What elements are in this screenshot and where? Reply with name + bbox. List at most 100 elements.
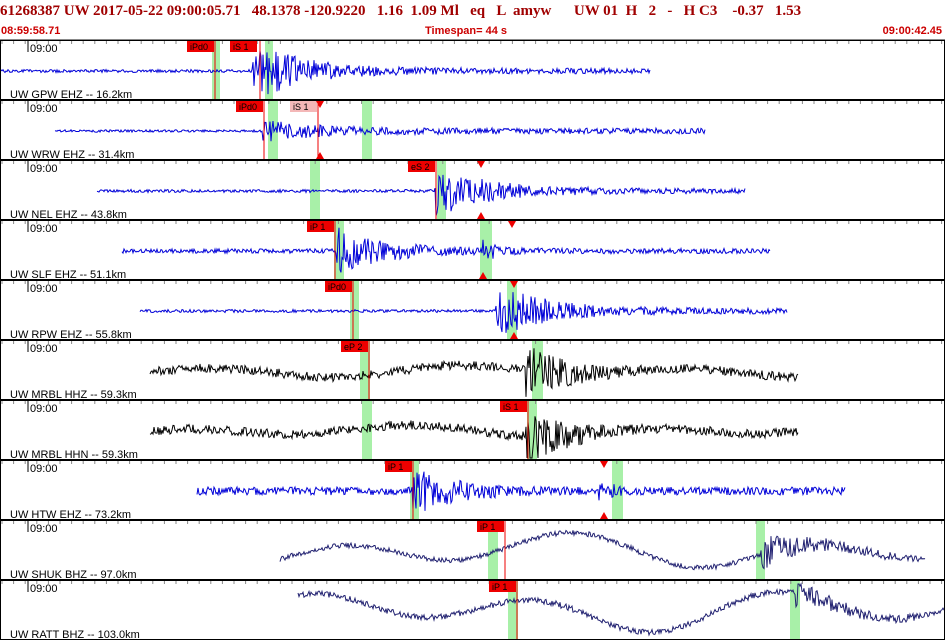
panel-time-label: 09:00: [30, 43, 58, 55]
time-ticks: [1, 161, 943, 164]
channel-panel[interactable]: eS 2 09:00 UW NEL EHZ -- 43.8km: [0, 160, 945, 222]
pick-label[interactable]: iS 1: [293, 102, 309, 112]
channel-panel[interactable]: iP 1 09:00 UW HTW EHZ -- 73.2km: [0, 460, 945, 522]
waveform-trace: [297, 582, 945, 637]
channel-label: UW GPW EHZ -- 16.2km: [10, 89, 132, 101]
panel-border: [0, 340, 945, 400]
triangle-up-marker: [316, 152, 324, 159]
triangle-down-marker: [600, 461, 608, 468]
channel-label: UW HTW EHZ -- 73.2km: [10, 509, 131, 521]
pick-label[interactable]: iS 1: [503, 402, 519, 412]
pick-flag[interactable]: [236, 101, 263, 112]
pick-label[interactable]: iPd0: [328, 282, 346, 292]
time-ticks: [1, 581, 943, 584]
pick-label[interactable]: eP 2: [344, 342, 362, 352]
end-time-label: 09:00:42.45: [882, 25, 942, 37]
phase-window: [268, 101, 278, 159]
timespan-label: Timespan= 44 s: [425, 25, 508, 37]
channel-panel[interactable]: iPd0 iS 1 09:00 UW GPW EHZ -- 16.2km: [0, 40, 945, 102]
pick-label[interactable]: iP 1: [310, 222, 325, 232]
panel-border: [0, 100, 945, 160]
header-bar: 61268387 UW 2017-05-22 09:00:05.71 48.13…: [0, 0, 945, 41]
panel-time-label: 09:00: [30, 523, 58, 535]
waveform-trace: [139, 292, 788, 333]
phase-window: [334, 221, 344, 279]
triangle-down-marker: [316, 101, 324, 108]
time-ticks: [1, 281, 943, 284]
start-time-label: 08:59:58.71: [1, 25, 61, 37]
time-ticks: [1, 341, 943, 344]
channel-panel[interactable]: iS 1 09:00 UW MRBL HHN -- 59.3km: [0, 400, 945, 462]
phase-window: [310, 161, 320, 219]
pick-label[interactable]: iP 1: [388, 462, 403, 472]
pick-flag[interactable]: [385, 461, 412, 472]
panel-border: [0, 220, 945, 280]
panel-border: [0, 520, 945, 580]
pick-flag[interactable]: [408, 161, 435, 172]
triangle-up-marker: [479, 272, 487, 279]
pick-label[interactable]: eS 2: [411, 162, 430, 172]
phase-window: [212, 41, 220, 99]
triangle-down-marker: [508, 221, 516, 228]
time-ticks: [1, 221, 943, 224]
phase-window: [532, 341, 543, 399]
panel-time-label: 09:00: [30, 103, 58, 115]
waveform-trace: [196, 471, 846, 511]
header-divider: [0, 39, 945, 40]
time-ticks: [1, 521, 943, 524]
phase-window: [527, 401, 537, 459]
pick-flag[interactable]: [307, 221, 334, 232]
pick-flag[interactable]: [489, 581, 516, 592]
panel-time-label: 09:00: [30, 403, 58, 415]
waveform-trace: [149, 348, 799, 397]
waveform-trace: [96, 174, 746, 217]
channel-panel[interactable]: iP 1 09:00 UW RATT BHZ -- 103.0km: [0, 580, 945, 640]
pick-flag[interactable]: [500, 401, 527, 412]
pick-flag[interactable]: [325, 281, 352, 292]
pick-label[interactable]: iP 1: [480, 522, 495, 532]
triangle-down-marker: [477, 161, 485, 168]
waveform-trace: [279, 529, 926, 571]
time-ticks: [1, 101, 943, 104]
time-ticks: [1, 401, 943, 404]
channel-label: UW WRW EHZ -- 31.4km: [10, 149, 134, 161]
triangle-down-marker: [510, 281, 518, 288]
phase-window: [480, 221, 492, 279]
channel-panel[interactable]: iPd0 09:00 UW RPW EHZ -- 55.8km: [0, 280, 945, 342]
channel-label: UW SHUK BHZ -- 97.0km: [10, 569, 137, 581]
phase-window: [360, 341, 370, 399]
pick-flag[interactable]: [477, 521, 504, 532]
panel-time-label: 09:00: [30, 223, 58, 235]
channel-label: UW SLF EHZ -- 51.1km: [10, 269, 126, 281]
channel-label: UW NEL EHZ -- 43.8km: [10, 209, 127, 221]
panel-time-label: 09:00: [30, 343, 58, 355]
phase-window: [508, 581, 518, 639]
channel-panel[interactable]: iPd0 iS 1 09:00 UW WRW EHZ -- 31.4km: [0, 100, 945, 162]
panel-time-label: 09:00: [30, 463, 58, 475]
panel-time-label: 09:00: [30, 283, 58, 295]
channel-label: UW MRBL HHN -- 59.3km: [10, 449, 138, 461]
channel-label: UW RATT BHZ -- 103.0km: [10, 629, 140, 640]
seismogram-panels[interactable]: iPd0 iS 1 09:00 UW GPW EHZ -- 16.2km iPd0 iS …: [0, 40, 945, 640]
pick-label[interactable]: iP 1: [492, 582, 507, 592]
pick-label[interactable]: iPd0: [239, 102, 257, 112]
pick-label[interactable]: iS 1: [233, 42, 249, 52]
channel-label: UW MRBL HHZ -- 59.3km: [10, 389, 137, 401]
pick-label[interactable]: iPd0: [190, 42, 208, 52]
channel-panel[interactable]: iP 1 09:00 UW SLF EHZ -- 51.1km: [0, 220, 945, 282]
waveform-trace: [54, 121, 706, 142]
pick-flag[interactable]: [230, 41, 257, 52]
time-ticks: [1, 41, 943, 44]
channel-panel[interactable]: eP 2 09:00 UW MRBL HHZ -- 59.3km: [0, 340, 945, 402]
waveform-trace: [0, 50, 651, 95]
channel-panel[interactable]: iP 1 09:00 UW SHUK BHZ -- 97.0km: [0, 520, 945, 582]
time-ticks: [1, 461, 943, 464]
panel-border: [0, 160, 945, 220]
pick-flag[interactable]: [341, 341, 368, 352]
event-summary-title: 61268387 UW 2017-05-22 09:00:05.71 48.13…: [0, 3, 802, 19]
pick-flag[interactable]: [187, 41, 214, 52]
pick-flag[interactable]: [290, 101, 317, 112]
channel-label: UW RPW EHZ -- 55.8km: [10, 329, 132, 341]
waveform-trace: [121, 227, 771, 273]
triangle-up-marker: [477, 212, 485, 219]
